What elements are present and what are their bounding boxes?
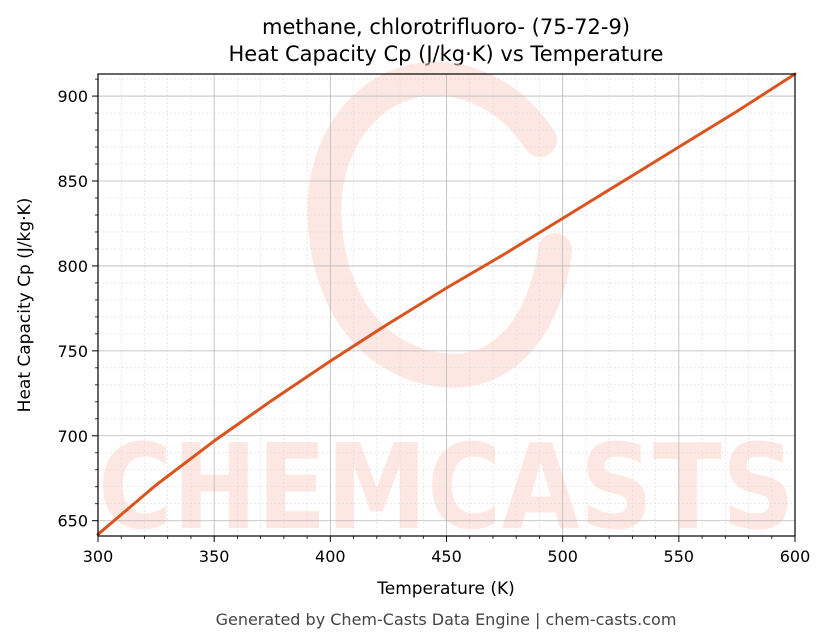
y-axis-label: Heat Capacity Cp (J/kg·K) [15,198,35,413]
y-tick-label: 800 [57,257,88,276]
y-tick-label: 750 [57,342,88,361]
y-tick-label: 650 [57,512,88,531]
series-line [96,72,797,536]
x-tick-label: 550 [664,547,695,566]
y-tick-label: 900 [57,87,88,106]
x-tick-label: 300 [83,547,114,566]
chart-subtitle: Heat Capacity Cp (J/kg·K) vs Temperature [229,42,664,66]
y-tick-label: 700 [57,427,88,446]
x-tick-label: 400 [315,547,346,566]
axis-ticks: 300 350 400 450 500 550 600 650 700 750 800 850 900 [57,78,811,566]
x-tick-label: 450 [431,547,462,566]
footer-credit: Generated by Chem-Casts Data Engine | ch… [216,610,677,629]
x-tick-label: 350 [199,547,230,566]
x-axis-label: Temperature (K) [376,579,515,599]
chart-title: methane, chlorotrifluoro- (75-72-9) [262,15,630,39]
x-tick-label: 600 [780,547,811,566]
series-layer [96,72,797,536]
y-tick-label: 850 [57,172,88,191]
x-tick-label: 500 [547,547,578,566]
